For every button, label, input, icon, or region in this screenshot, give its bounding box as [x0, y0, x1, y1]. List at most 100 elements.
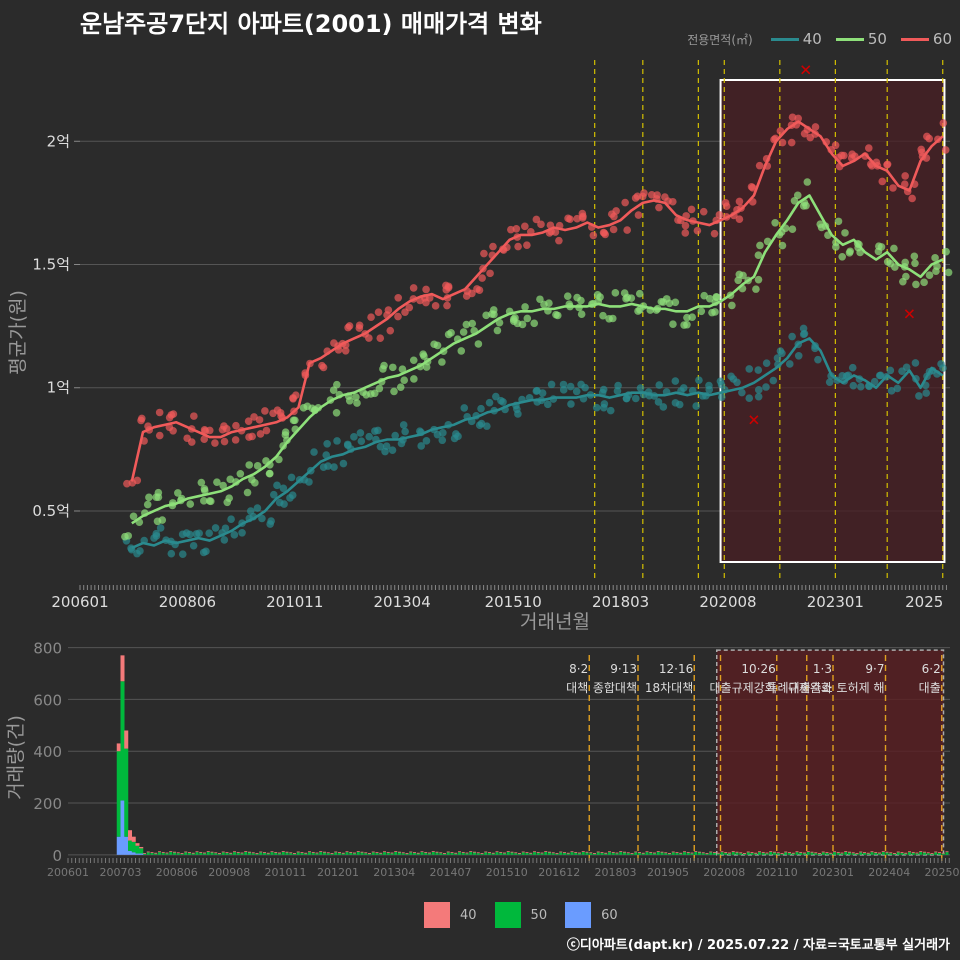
scatter-point-60 — [939, 119, 948, 127]
scatter-point-60 — [889, 184, 897, 192]
legend-bottom-label-50: 50 — [530, 907, 548, 923]
volume-bar — [716, 853, 720, 855]
scatter-point-60 — [155, 431, 164, 440]
scatter-point-40 — [279, 484, 288, 493]
volume-bar — [416, 852, 420, 854]
scatter-point-50 — [206, 497, 215, 506]
scatter-point-40 — [606, 406, 615, 415]
volume-bar — [173, 851, 176, 853]
volume-bar — [806, 851, 810, 852]
scatter-point-60 — [231, 436, 240, 444]
volume-bar — [180, 853, 184, 855]
volume-bar — [728, 852, 731, 854]
scatter-point-40 — [267, 517, 275, 525]
scatter-point-40 — [230, 531, 239, 539]
volume-bar — [150, 852, 154, 853]
volume-bar — [821, 852, 825, 855]
scatter-point-50 — [213, 478, 221, 486]
scatter-point-60 — [710, 229, 719, 238]
scatter-point-60 — [262, 426, 271, 435]
volume-bar — [668, 853, 671, 854]
scatter-point-50 — [400, 376, 409, 384]
volume-bar — [229, 852, 233, 854]
scatter-point-60 — [431, 302, 440, 310]
volume-bar — [645, 851, 649, 853]
volume-bar — [315, 852, 319, 854]
scatter-point-50 — [266, 469, 274, 478]
scatter-point-50 — [530, 319, 539, 328]
scatter-point-40 — [733, 378, 741, 387]
volume-bar — [623, 852, 626, 855]
scatter-point-50 — [545, 299, 553, 307]
bottom-xtick-label: 200806 — [156, 866, 198, 879]
volume-bar — [803, 852, 806, 854]
volume-bar — [851, 853, 855, 855]
scatter-point-50 — [911, 259, 919, 268]
legend-swatch-40 — [770, 37, 799, 41]
volume-bar — [398, 852, 401, 855]
scatter-point-60 — [444, 283, 453, 292]
scatter-point-50 — [398, 365, 407, 374]
scatter-point-60 — [551, 228, 560, 236]
top-ytick-label: 2억 — [47, 132, 70, 150]
scatter-point-60 — [248, 432, 256, 441]
top-xtick-label: 200601 — [51, 593, 108, 611]
scatter-point-40 — [371, 427, 379, 435]
scatter-point-40 — [287, 473, 296, 482]
scatter-point-50 — [553, 311, 562, 320]
volume-bar — [896, 852, 900, 855]
volume-bar — [634, 851, 638, 853]
volume-bar — [319, 851, 323, 852]
scatter-point-60 — [384, 306, 393, 314]
scatter-point-50 — [158, 516, 167, 524]
volume-bar — [761, 851, 765, 853]
scatter-point-40 — [460, 404, 469, 412]
scatter-point-40 — [671, 399, 680, 407]
scatter-point-50 — [197, 478, 206, 487]
volume-bar — [188, 852, 191, 855]
volume-bar — [694, 851, 698, 852]
volume-bar — [210, 852, 214, 855]
scatter-point-50 — [608, 314, 617, 323]
volume-bar — [844, 851, 848, 855]
volume-bar — [529, 852, 533, 854]
volume-bar — [413, 852, 416, 855]
volume-bar — [206, 851, 210, 852]
volume-bar — [896, 851, 900, 853]
cancelled-mark — [749, 415, 759, 425]
volume-bar — [938, 852, 941, 853]
volume-bar — [754, 852, 758, 854]
scatter-point-50 — [145, 493, 153, 502]
scatter-point-60 — [747, 183, 756, 191]
volume-bar — [881, 851, 885, 855]
volume-bar — [863, 852, 866, 855]
volume-bar — [799, 852, 803, 855]
volume-bar — [810, 851, 814, 853]
volume-bar — [548, 851, 551, 853]
volume-bar — [251, 852, 255, 854]
scatter-point-50 — [388, 363, 397, 372]
scatter-point-40 — [344, 441, 352, 450]
volume-bar — [529, 853, 533, 855]
scatter-point-60 — [386, 326, 395, 335]
volume-bar — [446, 852, 450, 855]
scatter-point-40 — [773, 354, 782, 362]
volume-bar — [818, 853, 821, 855]
volume-bar — [150, 852, 154, 855]
scatter-point-40 — [659, 403, 668, 411]
scatter-point-50 — [243, 488, 252, 497]
volume-bar — [176, 853, 180, 855]
volume-bar — [176, 852, 180, 854]
scatter-point-50 — [521, 303, 529, 311]
volume-bar — [154, 853, 158, 855]
volume-bar — [270, 852, 274, 855]
volume-bar — [206, 851, 210, 855]
scatter-point-40 — [745, 394, 754, 403]
scatter-point-40 — [399, 421, 408, 429]
bottom-xtick-label: 202301 — [812, 866, 854, 879]
legend-swatch-60 — [900, 37, 929, 41]
scatter-point-50 — [333, 380, 341, 389]
volume-bar — [878, 852, 881, 854]
volume-spike-bar-50 — [128, 840, 132, 851]
volume-bar — [330, 853, 334, 855]
